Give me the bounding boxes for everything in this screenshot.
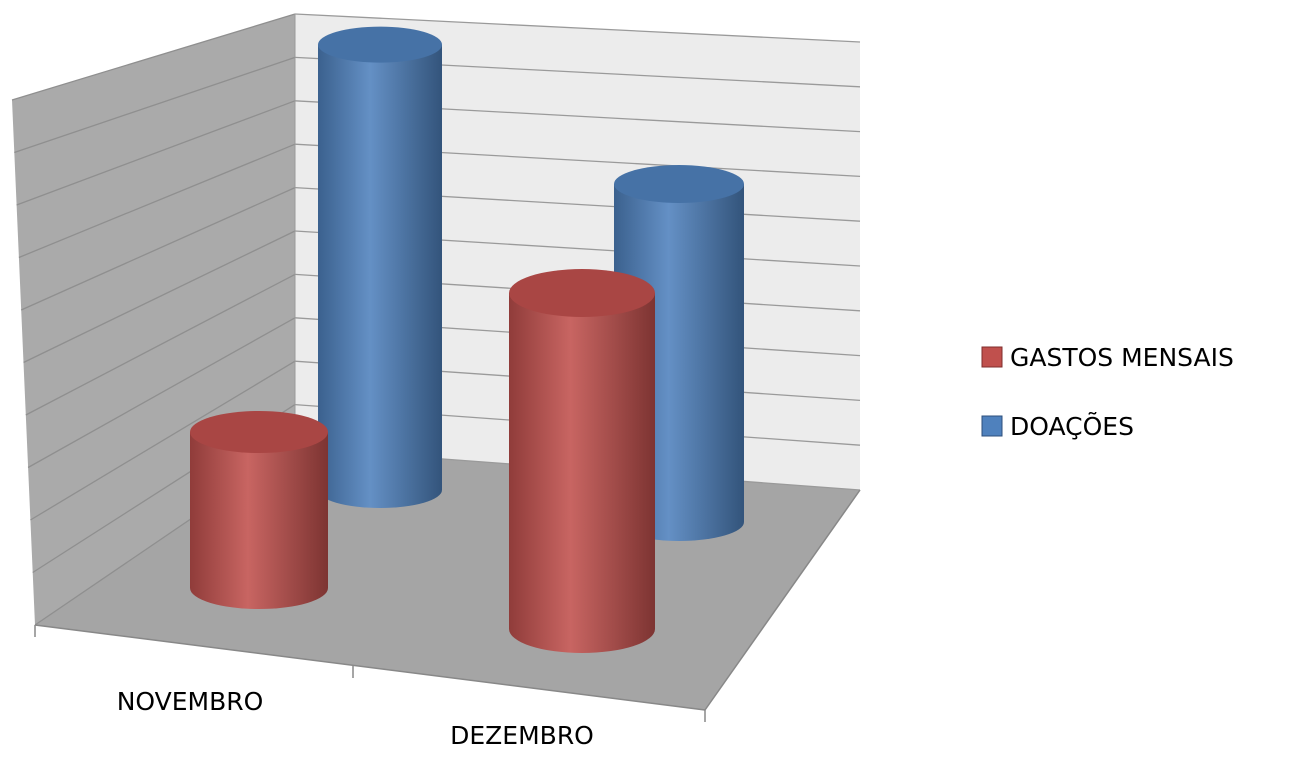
- gridline-side-10: [11, 13, 296, 101]
- category-label-dezembro: DEZEMBRO: [450, 721, 594, 750]
- bars: [190, 26, 744, 653]
- legend-label-doacoes: DOAÇÕES: [1010, 411, 1134, 441]
- gridline-side-8: [16, 100, 296, 206]
- x-axis-line: [34, 624, 706, 711]
- gridline-back-10: [294, 13, 861, 43]
- bar-top: [509, 269, 655, 317]
- bar-gastos-dezembro: [509, 269, 655, 653]
- gridline-side-4: [25, 273, 296, 416]
- bar-body: [509, 293, 655, 653]
- bar-top: [614, 165, 744, 203]
- legend: GASTOS MENSAIS DOAÇÕES: [981, 343, 1234, 441]
- bar-body: [190, 432, 328, 609]
- bar-body: [318, 44, 442, 508]
- legend-swatch-doacoes: [981, 415, 1003, 437]
- bar-top: [318, 26, 442, 63]
- legend-label-gastos: GASTOS MENSAIS: [1010, 343, 1234, 372]
- legend-swatch-gastos: [981, 346, 1003, 368]
- bar-top: [190, 411, 328, 453]
- axis-lines: [34, 489, 861, 722]
- depth-axis-line: [704, 489, 861, 711]
- bar-doacoes-novembro: [318, 26, 442, 508]
- gridline-side-6: [20, 187, 296, 311]
- gridline-side-3: [27, 317, 296, 469]
- gridline-side-9: [14, 56, 296, 154]
- bar-gastos-novembro: [190, 411, 328, 609]
- gridline-side-5: [23, 230, 296, 364]
- gridline-side-7: [18, 143, 296, 259]
- category-label-novembro: NOVEMBRO: [117, 687, 264, 716]
- gridline-side-2: [30, 360, 296, 521]
